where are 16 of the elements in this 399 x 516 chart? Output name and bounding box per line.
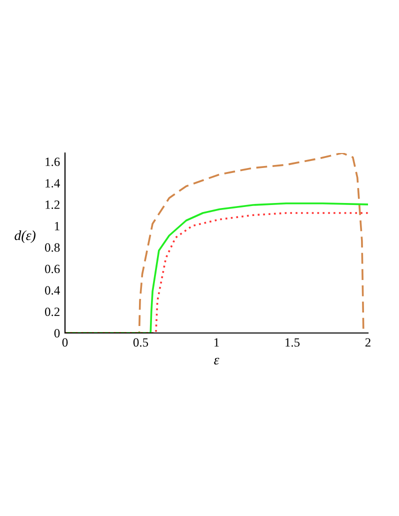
x-tick-label: 0 (62, 338, 68, 347)
x-tick-label: 2 (365, 338, 370, 347)
x-tick-label: 1 (214, 338, 219, 347)
y-tick-label: 1.2 (46, 200, 60, 209)
y-tick-label: 0.6 (44, 264, 60, 274)
y-tick-label: 0.2 (44, 308, 60, 316)
y-tick-label: 1.4 (46, 179, 60, 188)
y-tick-label: 0.8 (44, 243, 60, 252)
y-tick-label: 1 (54, 222, 60, 230)
x-tick-label: 1.5 (286, 338, 300, 347)
y-tick-label: 0.4 (44, 286, 60, 295)
y-tick-label: 1.6 (46, 158, 60, 166)
y-axis-title: d(ε) (14, 230, 36, 243)
x-axis-title: ε (214, 358, 220, 365)
y-tick-label: 0 (54, 329, 60, 338)
x-tick-label: 0.5 (133, 338, 148, 347)
